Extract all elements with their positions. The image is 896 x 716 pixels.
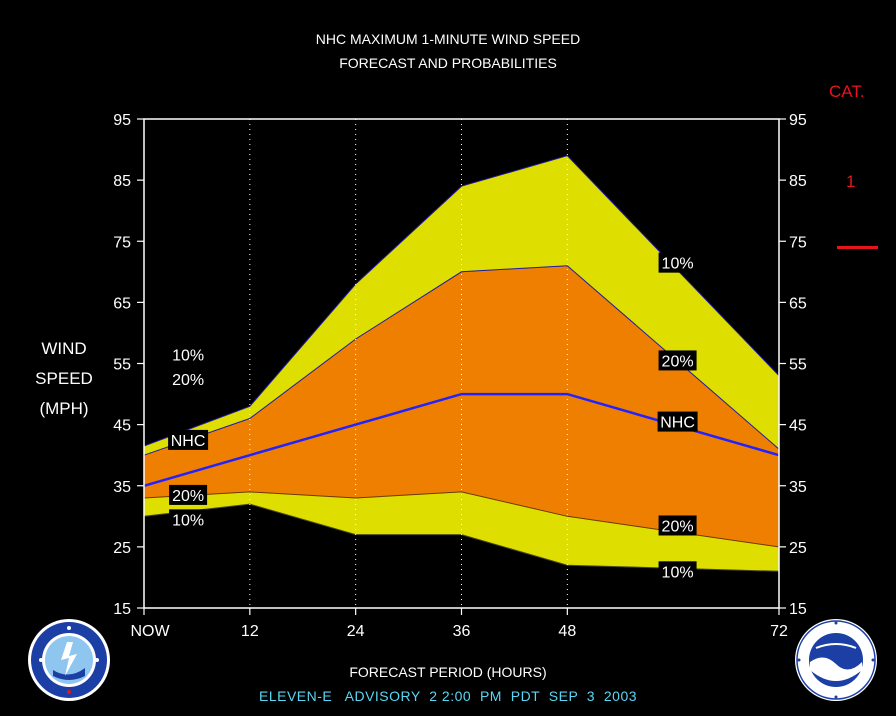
y-axis-label-line3: (MPH) xyxy=(39,399,89,418)
series-upper-10-line xyxy=(143,155,780,447)
series-label: 10% xyxy=(172,347,204,364)
band-20-percent xyxy=(144,265,779,547)
x-tick-label: NOW xyxy=(130,623,170,640)
x-tick-label: 48 xyxy=(558,623,576,640)
series-label: NHC xyxy=(660,415,695,432)
series-label-box xyxy=(169,484,208,505)
series-label-box xyxy=(169,344,208,365)
series-label: 10% xyxy=(172,512,204,529)
series-label-box xyxy=(658,350,697,371)
y-tick-label-right: 55 xyxy=(789,357,807,374)
series-label: 10% xyxy=(662,564,694,581)
category-threshold-line xyxy=(837,246,878,249)
y-tick-label-right: 85 xyxy=(789,173,807,190)
y-tick-label-left: 85 xyxy=(113,173,131,190)
noaa-logo xyxy=(795,619,877,701)
y-tick-label-left: 95 xyxy=(113,112,131,129)
series-label-box xyxy=(657,411,698,432)
series-lower-10-line xyxy=(143,503,780,572)
chart-title-line2: FORECAST AND PROBABILITIES xyxy=(339,55,557,71)
series-lower-20-line xyxy=(143,491,780,548)
y-tick-label-right: 45 xyxy=(789,418,807,435)
y-tick-label-left: 15 xyxy=(113,601,131,618)
nws-logo xyxy=(28,619,110,701)
series-label: 20% xyxy=(662,353,694,370)
y-tick-label-left: 65 xyxy=(113,295,131,312)
series-upper-20-line xyxy=(143,265,780,456)
series-label-box xyxy=(169,509,208,530)
series-label: 10% xyxy=(662,256,694,273)
series-label: NHC xyxy=(171,433,206,450)
y-tick-label-left: 75 xyxy=(113,234,131,251)
y-axis-label-line2: SPEED xyxy=(35,369,93,388)
y-tick-label-right: 15 xyxy=(789,601,807,618)
y-tick-label-right: 95 xyxy=(789,112,807,129)
series-label: 20% xyxy=(172,488,204,505)
y-tick-label-right: 65 xyxy=(789,295,807,312)
series-nhc-line xyxy=(143,392,780,488)
y-tick-label-right: 75 xyxy=(789,234,807,251)
series-label-box xyxy=(658,515,697,536)
x-axis-label: FORECAST PERIOD (HOURS) xyxy=(349,664,547,680)
y-tick-label-left: 45 xyxy=(113,418,131,435)
x-tick-label: 36 xyxy=(453,623,471,640)
y-axis-label-line1: WIND xyxy=(41,339,87,358)
y-tick-label-left: 55 xyxy=(113,357,131,374)
series-label: 20% xyxy=(662,518,694,535)
category-label: CAT. xyxy=(829,82,865,101)
y-tick-label-left: 25 xyxy=(113,540,131,557)
advisory-line: ELEVEN-E ADVISORY 2 2:00 PM PDT SEP 3 20… xyxy=(258,688,638,704)
series-label-box xyxy=(168,429,209,450)
series-label: 20% xyxy=(172,372,204,389)
y-tick-label-right: 25 xyxy=(789,540,807,557)
y-tick-label-left: 35 xyxy=(113,479,131,496)
x-tick-label: 24 xyxy=(347,623,365,640)
series-label-box xyxy=(169,368,208,389)
chart-title-line1: NHC MAXIMUM 1-MINUTE WIND SPEED xyxy=(315,31,581,47)
x-tick-label: 72 xyxy=(770,623,788,640)
category-value: 1 xyxy=(846,172,856,191)
series-label-box xyxy=(658,252,697,273)
series-label-box xyxy=(658,561,697,582)
x-tick-label: 12 xyxy=(241,623,259,640)
y-tick-label-right: 35 xyxy=(789,479,807,496)
